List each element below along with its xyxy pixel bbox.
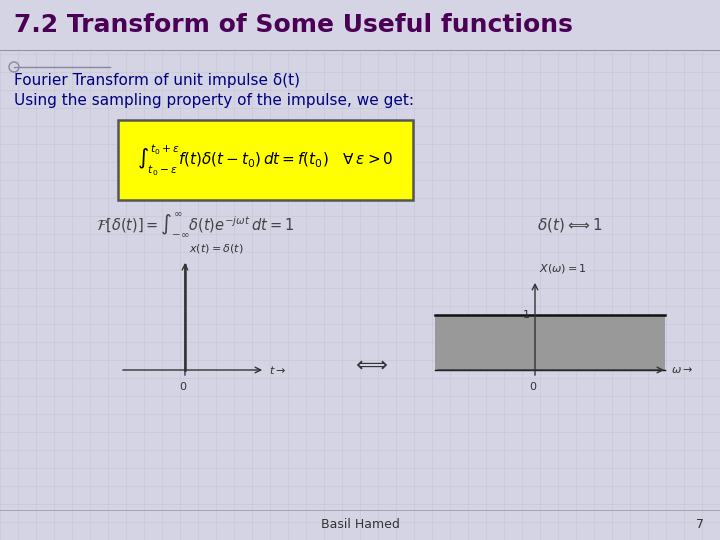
Text: 0: 0 [529, 382, 536, 392]
Bar [0, 0, 720, 50]
Bar [118, 120, 413, 200]
Text: $x(t) = \delta(t)$: $x(t) = \delta(t)$ [189, 242, 243, 255]
Bar [390, 0, 720, 40]
Text: 7.2 Transform of Some Useful functions: 7.2 Transform of Some Useful functions [14, 13, 573, 37]
Text: Fourier Transform of unit impulse δ(t): Fourier Transform of unit impulse δ(t) [14, 72, 300, 87]
Bar [435, 315, 665, 370]
Text: $\delta(t) \Longleftrightarrow 1$: $\delta(t) \Longleftrightarrow 1$ [537, 216, 603, 234]
Text: $\Longleftrightarrow$: $\Longleftrightarrow$ [351, 355, 389, 375]
Text: Basil Hamed: Basil Hamed [320, 518, 400, 531]
Text: $X(\omega) = 1$: $X(\omega) = 1$ [539, 262, 587, 275]
Text: 0: 0 [179, 382, 186, 392]
Text: Using the sampling property of the impulse, we get:: Using the sampling property of the impul… [14, 92, 414, 107]
Text: $\omega \rightarrow$: $\omega \rightarrow$ [671, 365, 693, 375]
Text: 1: 1 [523, 310, 530, 320]
Text: $\int_{t_0-\varepsilon}^{t_0+\varepsilon} f(t)\delta(t-t_0)\,dt = f(t_0) \quad \: $\int_{t_0-\varepsilon}^{t_0+\varepsilon… [138, 143, 394, 178]
Text: $t \rightarrow$: $t \rightarrow$ [269, 364, 287, 376]
Text: $\mathcal{F}[\delta(t)] = \int_{-\infty}^{\infty} \delta(t)e^{-j\omega t}\,dt = : $\mathcal{F}[\delta(t)] = \int_{-\infty}… [96, 211, 294, 239]
Text: 7: 7 [696, 518, 704, 531]
